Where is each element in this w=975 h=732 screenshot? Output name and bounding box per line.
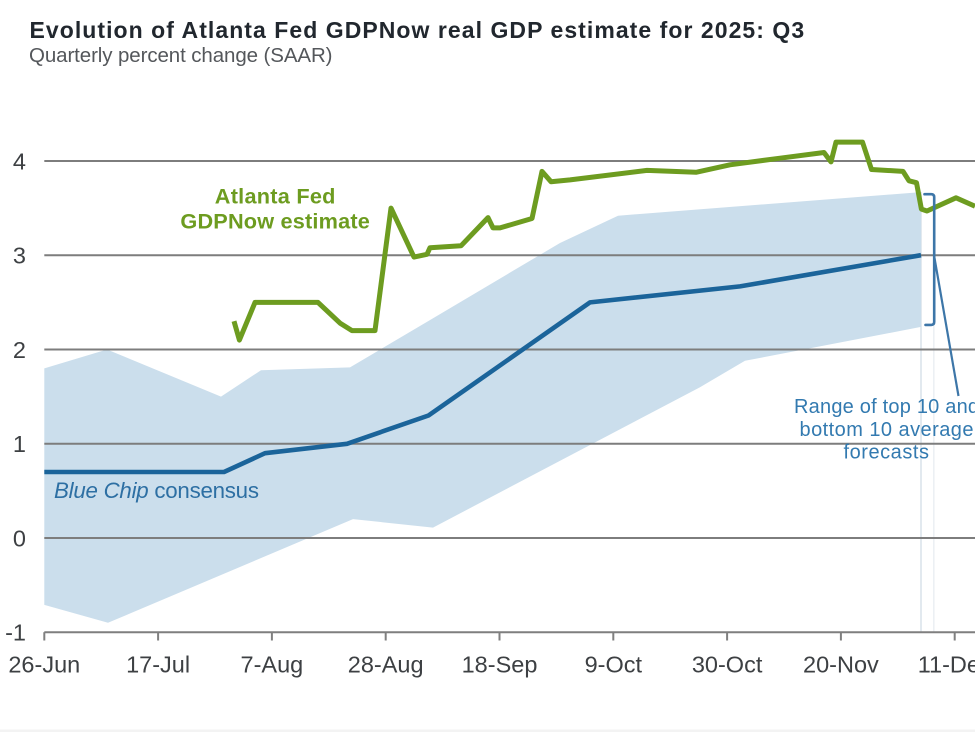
- svg-text:26-Jun: 26-Jun: [8, 652, 80, 678]
- svg-text:Quarterly percent change (SAAR: Quarterly percent change (SAAR): [29, 44, 332, 67]
- svg-text:3: 3: [13, 243, 26, 269]
- svg-text:20-Nov: 20-Nov: [803, 652, 879, 678]
- svg-text:bottom 10 average: bottom 10 average: [800, 419, 974, 441]
- svg-text:forecasts: forecasts: [844, 442, 930, 464]
- svg-text:Range of top 10 and: Range of top 10 and: [794, 396, 975, 418]
- svg-text:11-Dec: 11-Dec: [918, 652, 975, 678]
- svg-text:Atlanta Fed: Atlanta Fed: [215, 184, 336, 209]
- svg-text:28-Aug: 28-Aug: [348, 652, 424, 678]
- svg-text:2: 2: [13, 337, 26, 363]
- svg-text:1: 1: [13, 431, 26, 457]
- svg-text:Blue Chip consensus: Blue Chip consensus: [54, 478, 259, 503]
- svg-text:7-Aug: 7-Aug: [241, 652, 304, 678]
- svg-text:18-Sep: 18-Sep: [462, 652, 538, 678]
- svg-text:4: 4: [13, 148, 26, 174]
- svg-text:-1: -1: [5, 620, 26, 646]
- svg-text:Evolution of Atlanta Fed GDPNo: Evolution of Atlanta Fed GDPNow real GDP…: [30, 17, 806, 43]
- svg-text:9-Oct: 9-Oct: [585, 652, 643, 678]
- svg-text:GDPNow estimate: GDPNow estimate: [180, 209, 370, 234]
- svg-text:17-Jul: 17-Jul: [126, 652, 190, 678]
- svg-text:0: 0: [13, 525, 26, 551]
- svg-text:30-Oct: 30-Oct: [692, 652, 763, 678]
